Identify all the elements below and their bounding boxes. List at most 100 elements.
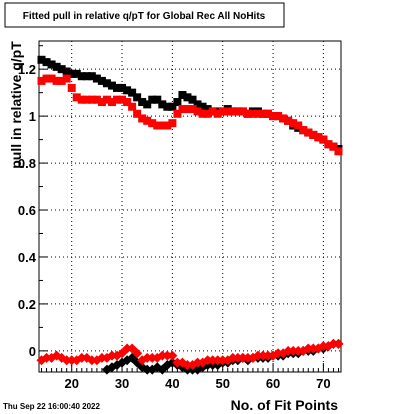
data-point	[158, 121, 167, 130]
data-point	[143, 100, 152, 109]
data-point	[319, 135, 328, 144]
data-point	[61, 355, 72, 366]
data-point	[97, 76, 106, 85]
data-point	[66, 355, 77, 366]
x-tick-label: 30	[115, 376, 129, 391]
data-point	[133, 93, 142, 102]
data-point	[118, 83, 127, 92]
data-point	[142, 352, 153, 363]
data-point	[62, 67, 71, 76]
data-point	[138, 114, 147, 123]
data-point	[132, 348, 143, 359]
data-point	[106, 350, 117, 361]
x-tick-label: 70	[316, 376, 330, 391]
data-point	[62, 74, 71, 83]
data-point	[198, 102, 207, 111]
data-point	[289, 119, 298, 128]
data-point	[309, 130, 318, 139]
data-point	[148, 119, 157, 128]
data-point	[142, 364, 153, 375]
data-point	[284, 116, 293, 125]
data-point	[203, 105, 212, 114]
data-point	[157, 350, 168, 361]
data-point	[147, 352, 158, 363]
data-point	[238, 107, 247, 116]
data-point	[303, 343, 314, 354]
data-point	[57, 76, 66, 85]
data-point	[113, 95, 122, 104]
data-point	[237, 352, 248, 363]
data-point	[77, 72, 86, 81]
data-point	[308, 343, 319, 354]
data-point	[243, 109, 252, 118]
data-point	[294, 121, 303, 130]
data-point	[128, 102, 137, 111]
data-point	[264, 109, 273, 118]
data-point	[253, 109, 262, 118]
title-box	[4, 2, 285, 28]
data-point	[168, 102, 177, 111]
series-1	[37, 74, 343, 156]
data-point	[113, 83, 122, 92]
data-point	[153, 121, 162, 130]
y-tick-label: 0.4	[18, 250, 37, 265]
data-point	[299, 126, 308, 135]
data-point	[178, 90, 187, 99]
data-point	[172, 357, 183, 368]
x-tick-label: 50	[215, 376, 229, 391]
data-point	[163, 121, 172, 130]
data-point	[163, 102, 172, 111]
data-point	[283, 345, 294, 356]
data-point	[173, 98, 182, 107]
y-tick-label: 0.6	[18, 203, 36, 218]
data-point	[193, 100, 202, 109]
data-point	[217, 355, 228, 366]
data-point	[102, 79, 111, 88]
x-tick-label: 20	[64, 376, 78, 391]
x-tick-label: 60	[266, 376, 280, 391]
data-point	[67, 83, 76, 92]
x-tick-label: 40	[165, 376, 179, 391]
data-point	[213, 109, 222, 118]
data-marks	[36, 55, 344, 375]
data-point	[228, 107, 237, 116]
data-point	[92, 74, 101, 83]
data-point	[52, 62, 61, 71]
data-point	[143, 116, 152, 125]
data-point	[76, 352, 87, 363]
data-point	[72, 93, 81, 102]
data-point	[158, 100, 167, 109]
data-point	[183, 93, 192, 102]
data-point	[123, 86, 132, 95]
data-point	[192, 357, 203, 368]
data-point	[96, 352, 107, 363]
data-point	[82, 72, 91, 81]
data-point	[87, 95, 96, 104]
data-point	[42, 58, 51, 67]
y-tick-label: 0.2	[18, 297, 36, 312]
y-tick-label: 1.2	[18, 62, 36, 77]
data-point	[274, 112, 283, 121]
x-axis-title: No. of Fit Points	[231, 397, 339, 413]
data-point	[57, 65, 66, 74]
data-point	[233, 107, 242, 116]
y-axis-title: pull in relative q/pT	[8, 41, 24, 169]
timestamp: Thu Sep 22 16:00:40 2022	[3, 402, 100, 411]
data-point	[173, 109, 182, 118]
data-point	[188, 105, 197, 114]
data-point	[212, 355, 223, 366]
data-point	[198, 109, 207, 118]
data-point	[188, 95, 197, 104]
data-point	[167, 350, 178, 361]
data-point	[207, 355, 218, 366]
data-point	[257, 350, 268, 361]
data-point	[92, 95, 101, 104]
data-point	[42, 74, 51, 83]
data-point	[293, 345, 304, 356]
data-point	[102, 95, 111, 104]
data-point	[37, 55, 46, 64]
y-tick-label: 1	[29, 109, 36, 124]
data-point	[324, 140, 333, 149]
data-point	[288, 345, 299, 356]
data-point	[37, 76, 46, 85]
